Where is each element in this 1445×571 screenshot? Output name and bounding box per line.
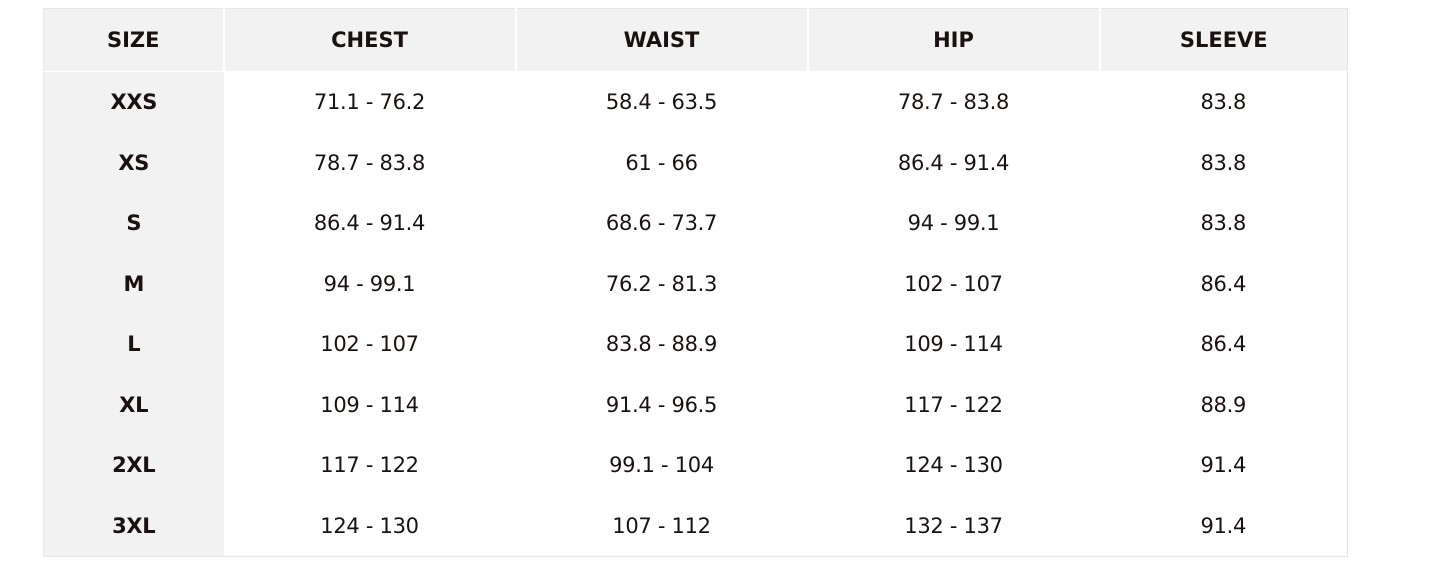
measurement-cell: 91.4 - 96.5 <box>605 392 718 417</box>
size-label: L <box>43 314 224 375</box>
size-label: 2XL <box>43 435 224 496</box>
measurement-cell: 86.4 <box>1200 332 1247 357</box>
measurement-cell: 102 - 107 <box>904 271 1003 296</box>
measurement-cell: 132 - 137 <box>904 513 1003 538</box>
measurement-cell: 68.6 - 73.7 <box>605 211 718 236</box>
measurement-cell: 107 - 112 <box>612 513 711 538</box>
size-label: M <box>43 253 224 314</box>
measurement-cell: 78.7 - 83.8 <box>897 90 1010 115</box>
table-row: XXS 71.1 - 76.2 58.4 - 63.5 78.7 - 83.8 83.8 <box>43 71 1348 133</box>
header-row: SIZE CHEST WAIST HIP SLEEVE <box>43 8 1348 72</box>
measurement-cell: 83.8 <box>1200 90 1247 115</box>
column-header-size: SIZE <box>43 8 225 72</box>
table-row: 2XL 117 - 122 99.1 - 104 124 - 130 91.4 <box>43 435 1348 496</box>
size-label: S <box>43 193 224 254</box>
measurement-cell: 71.1 - 76.2 <box>313 90 426 115</box>
measurement-cell: 58.4 - 63.5 <box>605 90 718 115</box>
measurement-cell: 83.8 <box>1200 150 1247 175</box>
measurement-cell: 86.4 - 91.4 <box>897 150 1010 175</box>
measurement-cell: 91.4 <box>1200 513 1247 538</box>
measurement-cell: 83.8 - 88.9 <box>605 332 718 357</box>
measurement-cell: 117 - 122 <box>904 392 1003 417</box>
measurement-cell: 117 - 122 <box>320 453 419 478</box>
measurement-cell: 94 - 99.1 <box>323 271 416 296</box>
table-row: M 94 - 99.1 76.2 - 81.3 102 - 107 86.4 <box>43 253 1348 314</box>
measurement-cell: 76.2 - 81.3 <box>605 271 718 296</box>
size-label: XL <box>43 374 224 435</box>
column-header-hip: HIP <box>807 8 1101 72</box>
measurement-cell: 109 - 114 <box>904 332 1003 357</box>
size-label: 3XL <box>43 495 224 557</box>
size-label: XXS <box>43 71 224 133</box>
measurement-cell: 99.1 - 104 <box>609 453 714 478</box>
measurement-cell: 109 - 114 <box>320 392 419 417</box>
measurement-cell: 124 - 130 <box>904 453 1003 478</box>
measurement-cell: 88.9 <box>1200 392 1247 417</box>
measurement-cell: 61 - 66 <box>625 150 698 175</box>
measurement-cell: 91.4 <box>1200 453 1247 478</box>
column-header-waist: WAIST <box>515 8 809 72</box>
measurement-cell: 86.4 <box>1200 271 1247 296</box>
column-header-chest: CHEST <box>223 8 517 72</box>
measurement-cell: 94 - 99.1 <box>907 211 1000 236</box>
column-header-sleeve: SLEEVE <box>1099 8 1348 72</box>
table-row: XS 78.7 - 83.8 61 - 66 86.4 - 91.4 83.8 <box>43 132 1348 193</box>
measurement-cell: 124 - 130 <box>320 513 419 538</box>
measurement-cell: 102 - 107 <box>320 332 419 357</box>
table-row: S 86.4 - 91.4 68.6 - 73.7 94 - 99.1 83.8 <box>43 193 1348 254</box>
size-chart-table: SIZE CHEST WAIST HIP SLEEVE XXS 71.1 - 76.2 58… <box>43 8 1348 557</box>
table-row: XL 109 - 114 91.4 - 96.5 117 - 122 88.9 <box>43 374 1348 435</box>
measurement-cell: 78.7 - 83.8 <box>313 150 426 175</box>
measurement-cell: 86.4 - 91.4 <box>313 211 426 236</box>
table-row: 3XL 124 - 130 107 - 112 132 - 137 91.4 <box>43 495 1348 557</box>
table-row: L 102 - 107 83.8 - 88.9 109 - 114 86.4 <box>43 314 1348 375</box>
measurement-cell: 83.8 <box>1200 211 1247 236</box>
size-label: XS <box>43 132 224 193</box>
